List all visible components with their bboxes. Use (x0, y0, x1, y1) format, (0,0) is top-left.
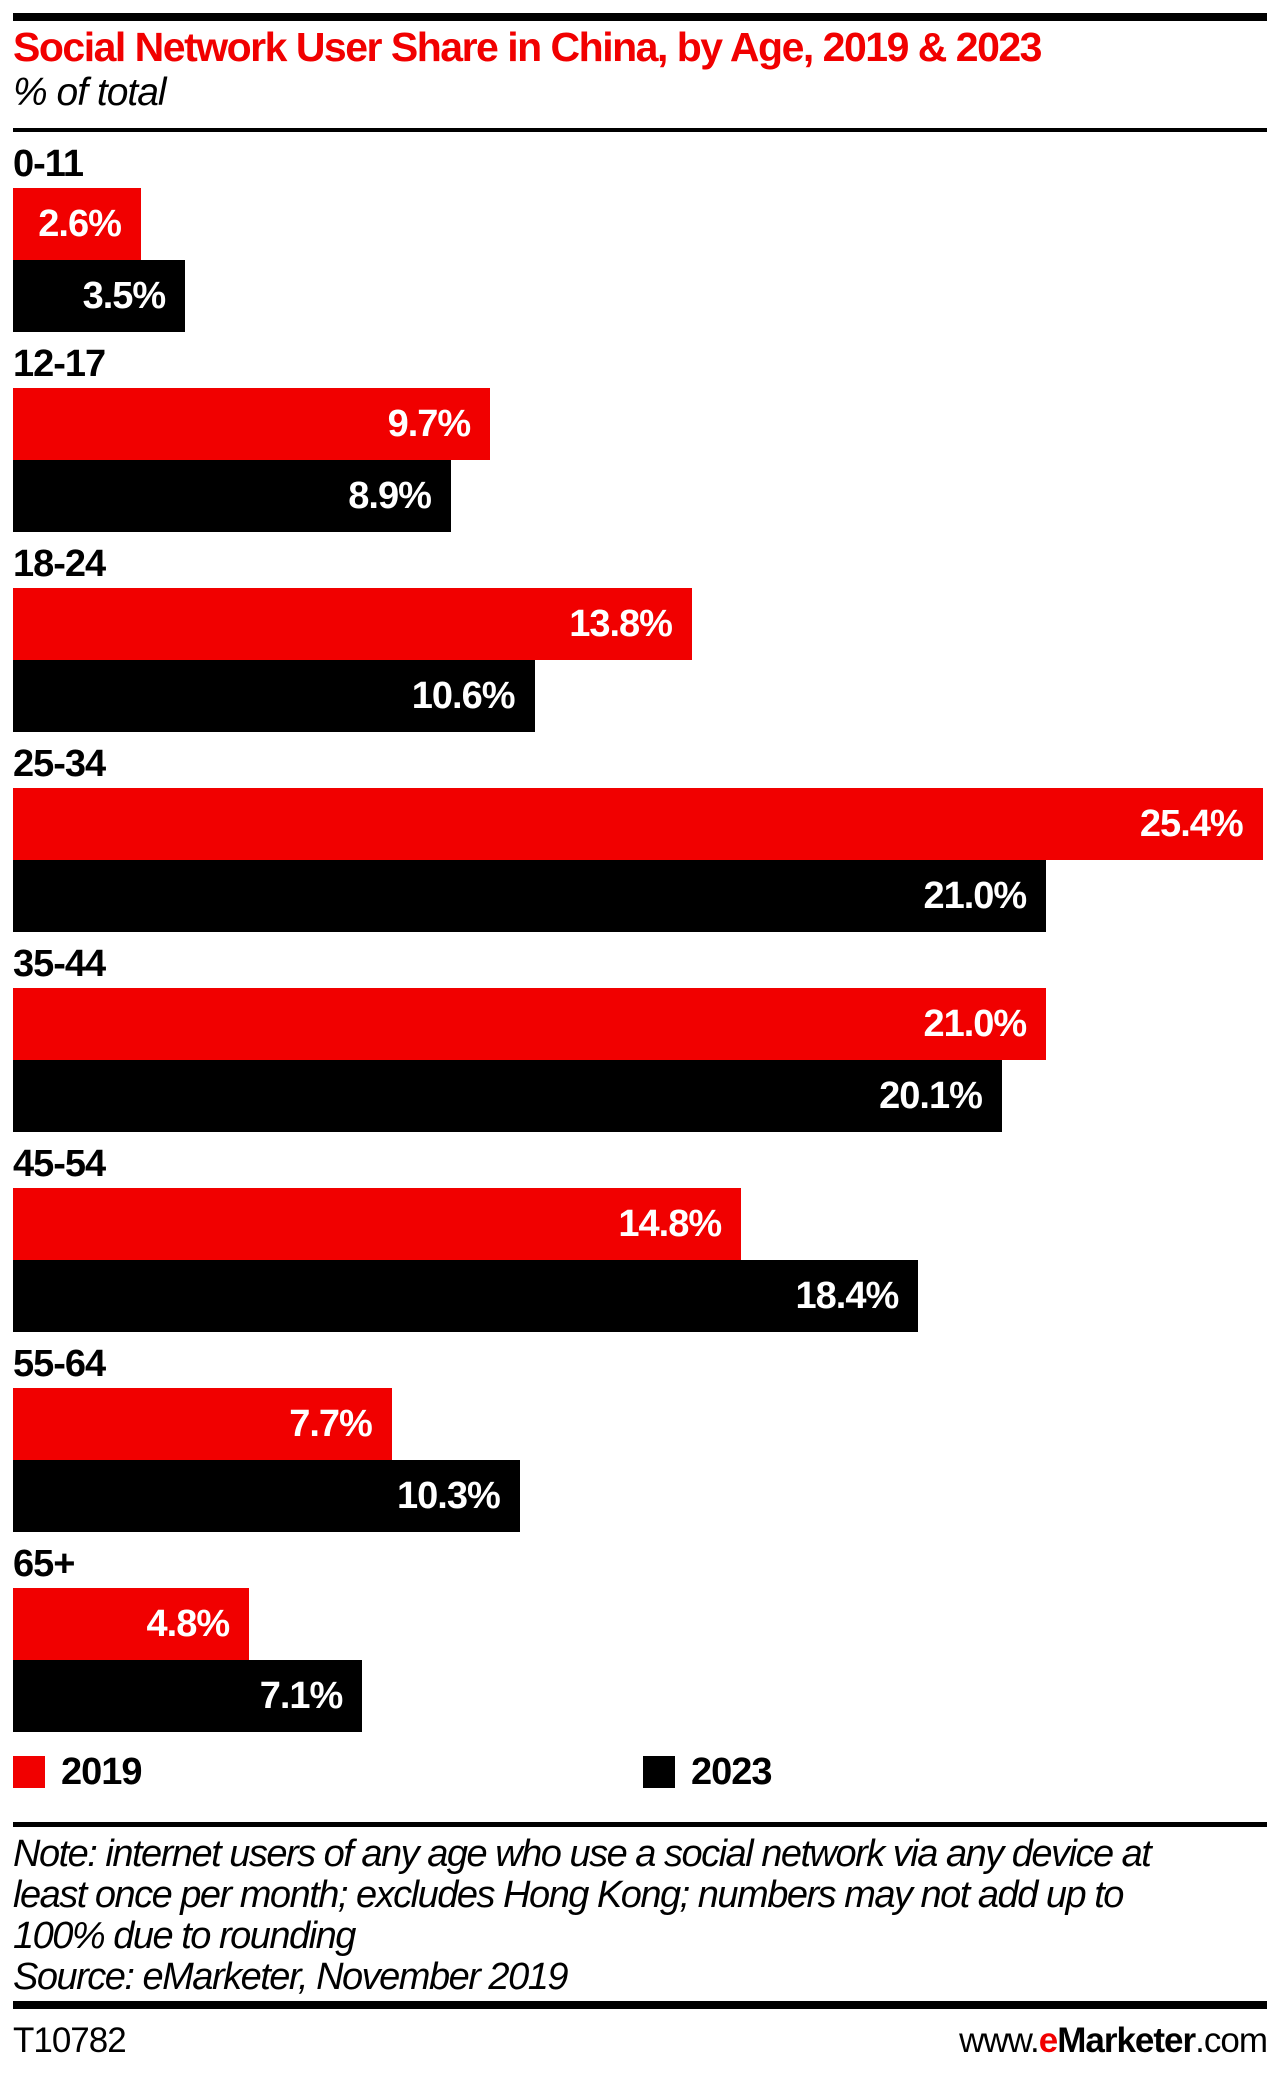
age-group-label: 35-44 (13, 943, 106, 985)
chart-row: 25-34 25.4% 21.0% (13, 744, 1267, 932)
bar-value-label: 9.7% (387, 402, 472, 445)
top-divider-bar (13, 13, 1267, 21)
chart-title: Social Network User Share in China, by A… (13, 24, 1042, 70)
bar-2023: 7.1% (13, 1660, 363, 1732)
age-group-label: 55-64 (13, 1343, 106, 1385)
bar-chart: 0-11 2.6% 3.5% 12-17 9.7% 8.9% 18-24 13.8% 10.6%… (13, 144, 1267, 1732)
note-line: 100% due to rounding (13, 1915, 356, 1957)
site-url: www.eMarketer.com (959, 2021, 1268, 2061)
bar-value-label: 25.4% (1139, 802, 1244, 845)
bar-value-label: 10.3% (397, 1474, 501, 1517)
chart-legend: 2019 2023 (13, 1751, 1267, 1793)
chart-notes: Note: internet users of any age who use … (13, 1834, 1267, 1998)
bar-2023: 3.5% (13, 260, 186, 332)
chart-row: 0-11 2.6% 3.5% (13, 144, 1267, 332)
chart-id: T10782 (13, 2021, 127, 2060)
bar-2023: 10.6% (13, 660, 535, 732)
chart-row: 18-24 13.8% 10.6% (13, 544, 1267, 732)
bar-value-label: 14.8% (618, 1202, 722, 1245)
bar-value-label: 18.4% (795, 1274, 900, 1317)
legend-item-2019: 2019 (13, 1751, 143, 1793)
legend-item-2023: 2023 (643, 1751, 773, 1793)
bar-value-label: 10.6% (411, 674, 516, 717)
brand-name: Marketer (1057, 2021, 1196, 2060)
chart-subtitle: % of total (13, 71, 167, 114)
legend-label: 2023 (691, 1751, 773, 1793)
bar-2023: 8.9% (13, 460, 451, 532)
bar-value-label: 13.8% (569, 602, 673, 645)
note-divider-rule (13, 1822, 1267, 1827)
bar-2023: 18.4% (13, 1260, 919, 1332)
brand-letter-e: e (1038, 2021, 1058, 2060)
note-line: least once per month; excludes Hong Kong… (13, 1874, 1124, 1916)
bar-2019: 14.8% (13, 1188, 742, 1260)
age-group-label: 18-24 (13, 543, 106, 585)
age-group-label: 25-34 (13, 743, 106, 785)
chart-row: 35-44 21.0% 20.1% (13, 944, 1267, 1132)
bar-value-label: 3.5% (82, 274, 167, 317)
bar-2019: 13.8% (13, 588, 692, 660)
bar-value-label: 2.6% (38, 202, 122, 245)
bar-2019: 7.7% (13, 1388, 392, 1460)
chart-row: 65+ 4.8% 7.1% (13, 1544, 1267, 1732)
bar-value-label: 20.1% (879, 1074, 983, 1117)
bar-2023: 20.1% (13, 1060, 1002, 1132)
footer: T10782 www.eMarketer.com (13, 2021, 1268, 2061)
bar-value-label: 4.8% (146, 1602, 231, 1645)
bottom-divider-bar (13, 2001, 1267, 2009)
bar-2019: 4.8% (13, 1588, 250, 1660)
chart-row: 45-54 14.8% 18.4% (13, 1144, 1267, 1332)
legend-label: 2019 (61, 1751, 143, 1793)
source-line: Source: eMarketer, November 2019 (13, 1956, 568, 1998)
age-group-label: 45-54 (13, 1143, 106, 1185)
bar-2019: 9.7% (13, 388, 491, 460)
note-line: Note: internet users of any age who use … (13, 1833, 1152, 1875)
bar-2023: 21.0% (13, 860, 1047, 932)
bar-2019: 21.0% (13, 988, 1047, 1060)
bar-2019: 2.6% (13, 188, 141, 260)
bar-value-label: 7.7% (289, 1402, 373, 1445)
bar-value-label: 8.9% (348, 474, 432, 517)
age-group-label: 65+ (13, 1543, 75, 1585)
legend-swatch-icon (13, 1756, 45, 1788)
site-url-suffix: .com (1195, 2021, 1268, 2060)
legend-swatch-icon (643, 1756, 675, 1788)
header-divider-rule (13, 128, 1267, 132)
bar-value-label: 21.0% (923, 1002, 1027, 1045)
chart-row: 12-17 9.7% 8.9% (13, 344, 1267, 532)
bar-value-label: 7.1% (259, 1674, 344, 1717)
bar-value-label: 21.0% (923, 874, 1027, 917)
chart-row: 55-64 7.7% 10.3% (13, 1344, 1267, 1532)
site-url-prefix: www. (959, 2021, 1040, 2060)
chart-page: Social Network User Share in China, by A… (13, 13, 1268, 2061)
age-group-label: 12-17 (13, 343, 106, 385)
bar-2019: 25.4% (13, 788, 1263, 860)
bar-2023: 10.3% (13, 1460, 520, 1532)
age-group-label: 0-11 (13, 143, 84, 185)
